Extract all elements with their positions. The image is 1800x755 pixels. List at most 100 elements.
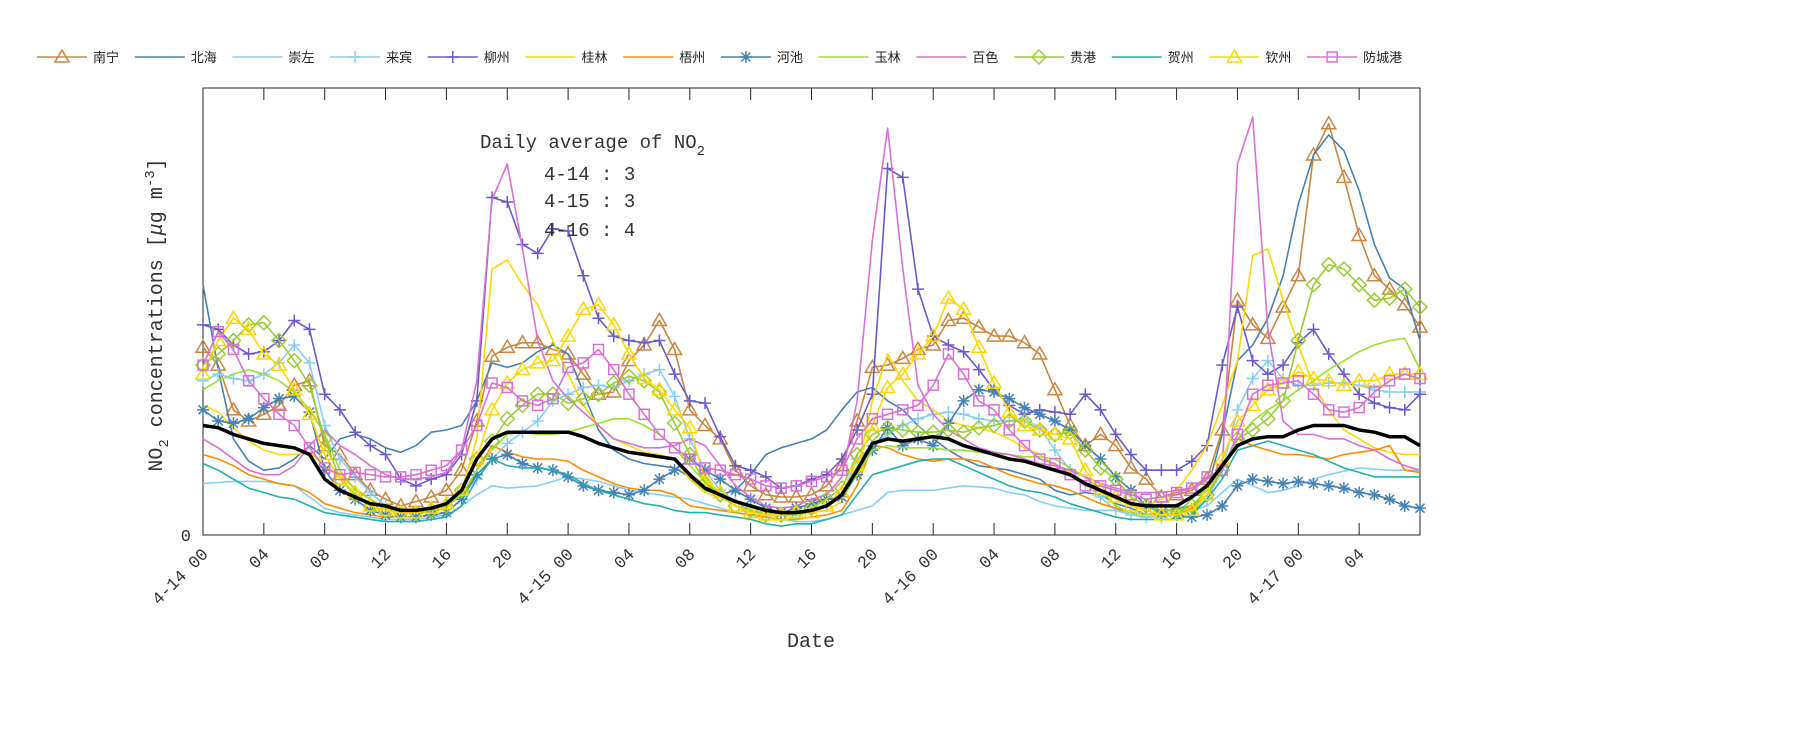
data-point-square-marker (653, 428, 666, 441)
data-point-plus-marker (1170, 464, 1183, 477)
data-point-diamond-marker (1168, 502, 1185, 519)
y-label-sub: 2 (157, 439, 173, 447)
data-point-triangle-marker (1016, 416, 1033, 432)
data-point-plus-marker (653, 363, 666, 376)
data-point-triangle-marker (605, 383, 623, 398)
data-point-plus-marker (972, 363, 985, 376)
data-point-plus-marker (942, 406, 955, 419)
data-point-triangle-marker (1244, 316, 1261, 331)
data-point-square-marker (227, 343, 240, 356)
x-tick-label: 16 (794, 546, 822, 574)
series-line-北海 (202, 134, 1421, 516)
data-point-diamond-marker (666, 415, 683, 432)
data-point-triangle-marker (1366, 372, 1383, 387)
legend-label: 钦州 (1265, 51, 1291, 66)
data-point-star-marker (470, 468, 483, 481)
legend-item: 贵港 (1014, 48, 1096, 66)
legend-item: 南宁 (37, 48, 119, 66)
data-point-star-marker (1231, 479, 1244, 492)
data-point-triangle-marker (1183, 501, 1201, 517)
annotation-title-prefix: Daily average of NO (480, 132, 697, 154)
data-point-square-marker (425, 464, 437, 476)
data-point-triangle-marker (924, 336, 942, 351)
data-point-square-marker (455, 444, 468, 456)
data-point-square-marker (547, 392, 559, 405)
data-point-diamond-marker (240, 316, 257, 333)
data-point-diamond-marker (1335, 260, 1352, 278)
data-point-plus-marker (1185, 455, 1198, 468)
data-point-triangle-marker (772, 488, 790, 503)
data-point-triangle-marker (1229, 412, 1246, 427)
data-point-square-marker (1292, 375, 1305, 387)
data-point-triangle-marker (742, 504, 759, 519)
data-point-triangle-marker (696, 416, 714, 432)
data-point-triangle-marker (1107, 437, 1125, 452)
data-point-square-marker (973, 395, 985, 407)
data-point-plus-marker (501, 437, 514, 450)
series-贺州 (202, 440, 1420, 527)
x-tick-label: 08 (307, 546, 335, 574)
data-point-star-marker (318, 464, 331, 477)
legend-label: 北海 (191, 51, 217, 66)
data-point-plus-marker (805, 473, 818, 486)
data-point-star-marker (273, 392, 286, 405)
data-point-plus-marker (531, 247, 544, 260)
data-point-diamond-marker (1351, 276, 1368, 293)
data-point-star-marker (1383, 493, 1396, 506)
data-point-square-marker (760, 480, 772, 492)
data-point-triangle-marker (1031, 421, 1048, 436)
data-point-square-marker (1125, 489, 1137, 501)
data-point-triangle-marker (225, 401, 242, 416)
data-point-triangle-marker (559, 327, 577, 342)
average-line (202, 423, 1421, 515)
legend-label: 柳州 (484, 51, 510, 66)
legend-item: 玉林 (818, 51, 901, 66)
data-point-triangle-marker (985, 327, 1003, 342)
data-point-square-marker (334, 468, 346, 481)
data-point-plus-marker (896, 171, 909, 184)
data-point-star-marker (1064, 423, 1077, 436)
data-point-square-marker (805, 475, 818, 488)
data-point-plus-marker (546, 222, 559, 235)
data-point-square-marker (1231, 428, 1244, 441)
data-point-triangle-marker (270, 356, 288, 371)
data-point-diamond-marker (1107, 471, 1124, 488)
legend-item: 河池 (720, 51, 803, 66)
legend-label: 河池 (777, 51, 803, 66)
data-point-diamond-marker (560, 395, 577, 412)
data-point-plus-marker (318, 388, 331, 401)
data-point-diamond-marker (590, 386, 607, 403)
data-point-diamond-marker (1016, 412, 1033, 430)
legend-plus-marker (446, 51, 459, 63)
data-point-triangle-marker (483, 347, 501, 362)
data-point-triangle-marker (818, 477, 836, 492)
data-point-triangle-marker (575, 300, 592, 316)
data-point-diamond-marker (1290, 332, 1307, 349)
data-point-square-marker (471, 419, 483, 432)
data-point-star-marker (562, 470, 575, 483)
data-point-plus-marker (1322, 347, 1335, 360)
data-point-plus-marker (1155, 464, 1168, 477)
data-point-plus-marker (379, 448, 392, 461)
data-point-square-marker (562, 361, 574, 374)
x-tick-label: 20 (1220, 546, 1248, 574)
x-tick-label: 12 (1098, 546, 1126, 574)
data-point-triangle-marker (316, 446, 334, 461)
data-point-triangle-marker (255, 345, 273, 360)
data-point-plus-marker (1246, 372, 1259, 385)
data-point-plus-marker (683, 394, 696, 407)
data-point-star-marker (501, 448, 514, 461)
data-point-star-marker (288, 390, 301, 403)
data-point-square-marker (1414, 372, 1426, 385)
data-point-star-marker (425, 508, 438, 521)
data-point-star-marker (957, 394, 970, 407)
data-point-triangle-marker (681, 401, 699, 416)
series-崇左 (202, 467, 1420, 523)
data-point-triangle-marker (453, 481, 470, 497)
data-point-square-marker (1338, 406, 1350, 418)
data-point-star-marker (1414, 502, 1426, 515)
data-point-square-marker (820, 471, 833, 483)
data-point-square-marker (440, 459, 453, 472)
data-point-diamond-marker (255, 314, 272, 331)
data-point-star-marker (1155, 506, 1168, 519)
